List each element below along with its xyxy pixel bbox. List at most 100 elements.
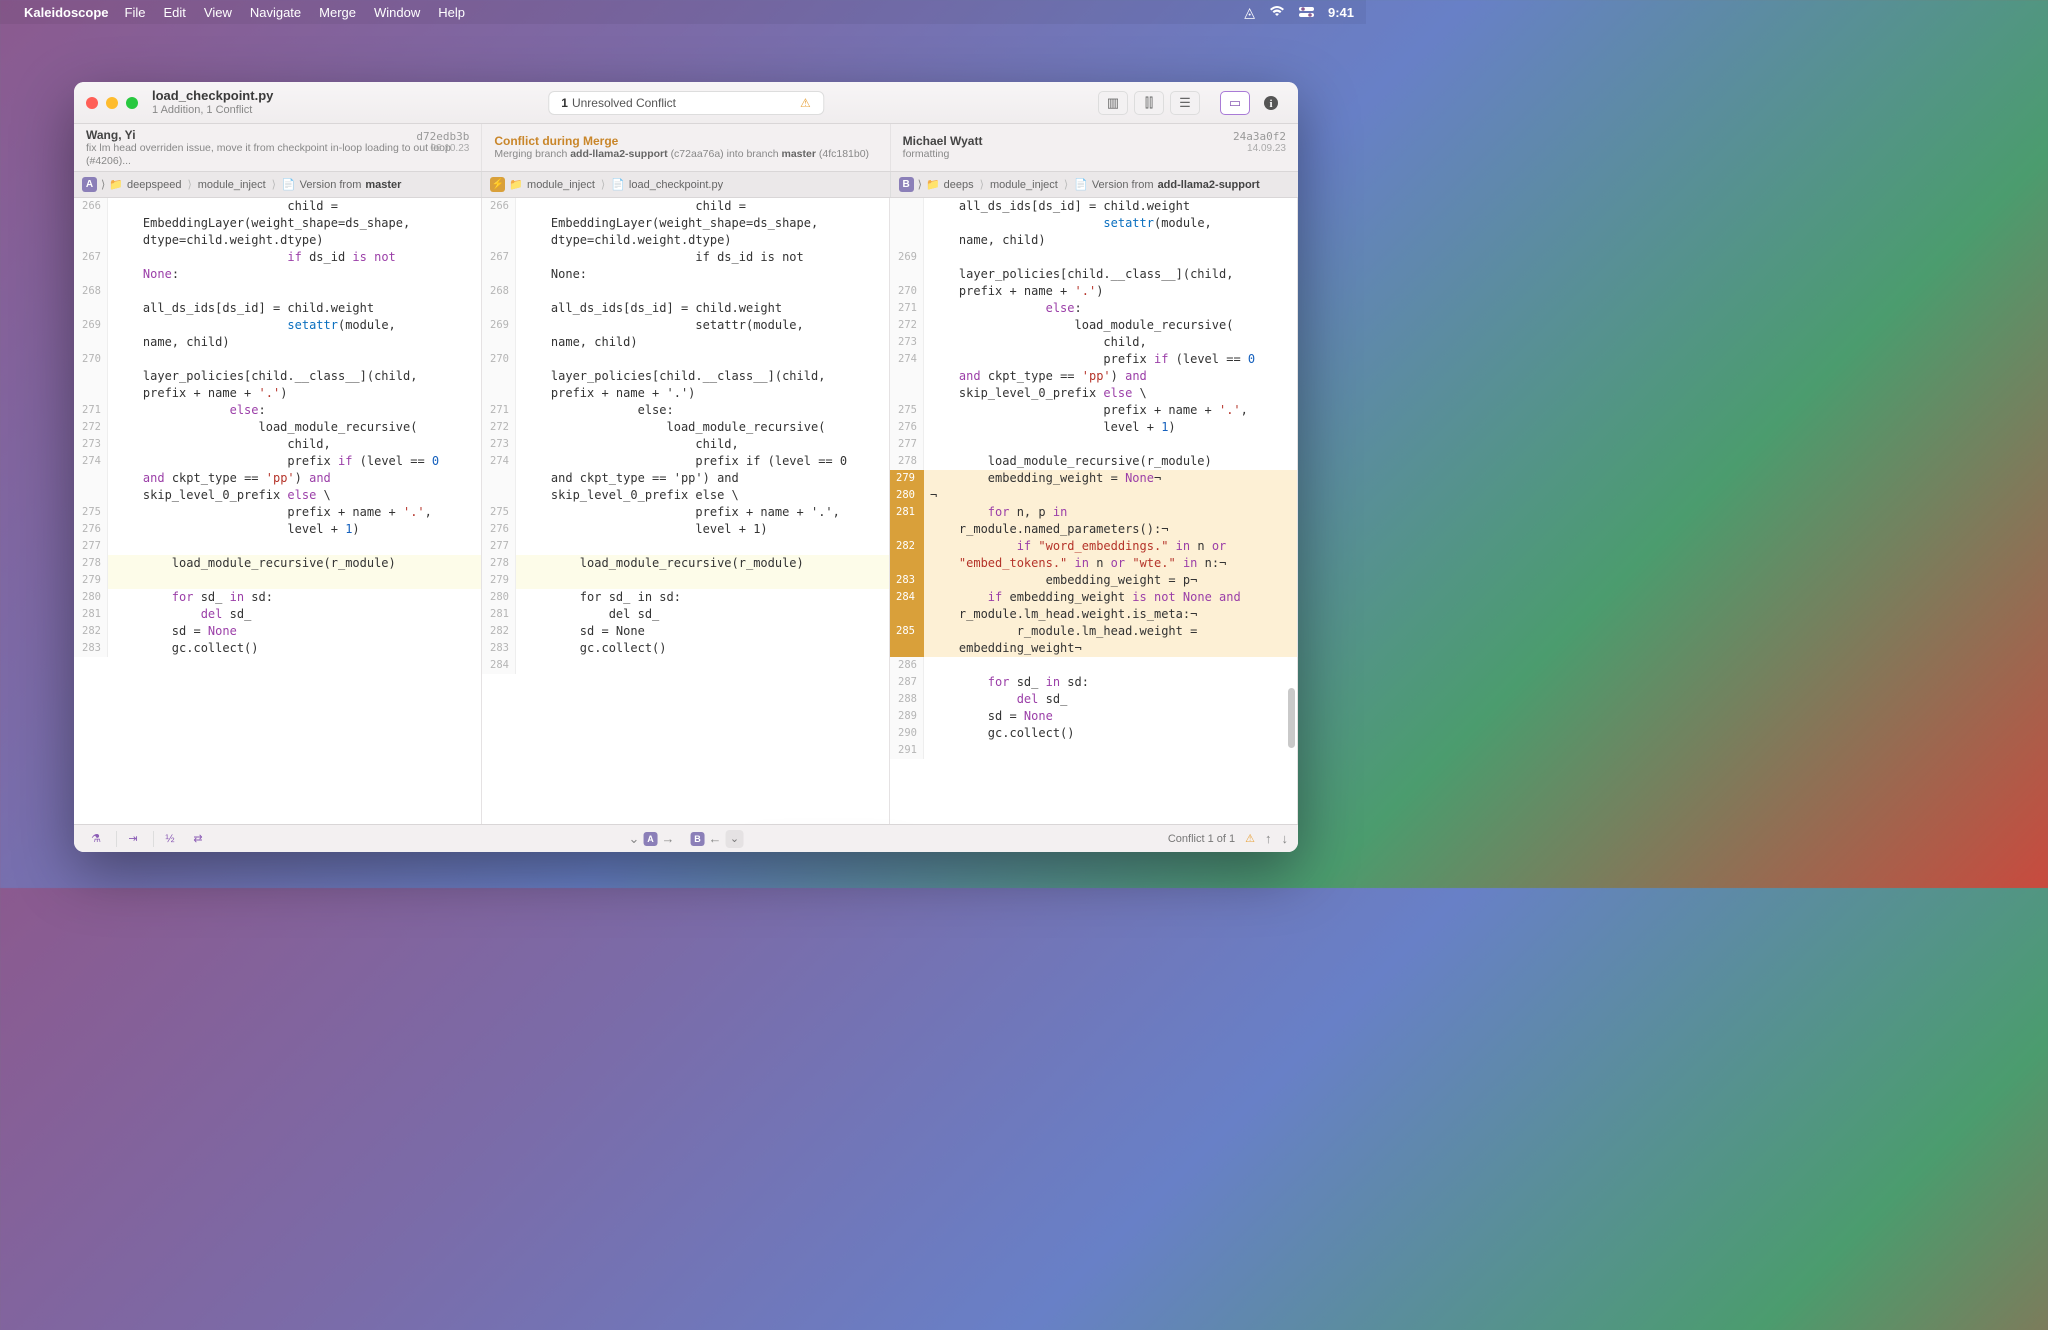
code-line[interactable]: 284 ! if embedding_weight is not None an…	[890, 589, 1297, 606]
code-line[interactable]: name, child)	[482, 334, 889, 351]
code-line[interactable]: 289 sd = None	[890, 708, 1297, 725]
code-line[interactable]: 280 !¬	[890, 487, 1297, 504]
code-line[interactable]: 277	[482, 538, 889, 555]
control-center-icon[interactable]	[1299, 4, 1314, 20]
code-line[interactable]: 288 del sd_	[890, 691, 1297, 708]
code-line[interactable]: 278 load_module_recursive(r_module)	[482, 555, 889, 572]
code-line[interactable]: 274 prefix if (level == 0	[482, 453, 889, 470]
code-line[interactable]: 266 child =	[74, 198, 481, 215]
code-line[interactable]: 290 gc.collect()	[890, 725, 1297, 742]
view-mode-3-button[interactable]: ☰	[1170, 91, 1200, 115]
view-mode-1-button[interactable]: ▥	[1098, 91, 1128, 115]
code-line[interactable]: 281 ! for n, p in	[890, 504, 1297, 521]
code-line[interactable]: 273 child,	[74, 436, 481, 453]
code-line[interactable]: 271 else:	[74, 402, 481, 419]
menu-edit[interactable]: Edit	[163, 5, 185, 20]
scrollbar[interactable]	[1288, 688, 1295, 748]
code-line[interactable]: None:	[74, 266, 481, 283]
code-line[interactable]: embedding_weight¬	[890, 640, 1297, 657]
code-line[interactable]: 280 for sd_ in sd:	[482, 589, 889, 606]
code-line[interactable]: 270 prefix + name + '.')	[890, 283, 1297, 300]
code-line[interactable]: 279 ! embedding_weight = None¬	[890, 470, 1297, 487]
code-line[interactable]: "embed_tokens." in n or "wte." in n:¬	[890, 555, 1297, 572]
code-line[interactable]: 282 ! if "word_embeddings." in n or	[890, 538, 1297, 555]
code-line[interactable]: 271 else:	[482, 402, 889, 419]
code-line[interactable]: r_module.named_parameters():¬	[890, 521, 1297, 538]
code-line[interactable]: layer_policies[child.__class__](child,	[74, 368, 481, 385]
chevron-down-icon[interactable]: ⌄	[629, 831, 640, 847]
menubar-clock[interactable]: 9:41	[1328, 5, 1354, 20]
code-line[interactable]: 270	[74, 351, 481, 368]
code-line[interactable]: all_ds_ids[ds_id] = child.weight	[74, 300, 481, 317]
sidebar-toggle-button[interactable]: ▭	[1220, 91, 1250, 115]
code-line[interactable]: 278 load_module_recursive(r_module)	[74, 555, 481, 572]
code-line[interactable]: all_ds_ids[ds_id] = child.weight	[890, 198, 1297, 215]
path-left[interactable]: A ⟩ 📁 deepspeed ⟩ module_inject ⟩ 📄 Vers…	[74, 172, 482, 197]
pane-left[interactable]: 266 child = EmbeddingLayer(weight_shape=…	[74, 198, 482, 824]
code-line[interactable]: name, child)	[890, 232, 1297, 249]
code-line[interactable]: and ckpt_type == 'pp') and	[482, 470, 889, 487]
up-arrow-button[interactable]: ↑	[1265, 831, 1272, 846]
down-arrow-button[interactable]: ↓	[1282, 831, 1289, 846]
code-line[interactable]: 273 child,	[482, 436, 889, 453]
app-name[interactable]: Kaleidoscope	[24, 5, 109, 20]
view-mode-2-button[interactable]: ⫿⫿	[1134, 91, 1164, 115]
arrow-right-icon[interactable]: →	[661, 831, 674, 846]
footer-btn-3[interactable]: ½	[158, 829, 182, 849]
code-line[interactable]: 274 prefix if (level == 0	[74, 453, 481, 470]
footer-btn-4[interactable]: ⇄	[186, 829, 210, 849]
code-line[interactable]: 276 level + 1)	[482, 521, 889, 538]
code-line[interactable]: and ckpt_type == 'pp') and	[890, 368, 1297, 385]
code-line[interactable]: skip_level_0_prefix else \	[482, 487, 889, 504]
code-line[interactable]: 279	[482, 572, 889, 589]
code-line[interactable]: 276 level + 1)	[890, 419, 1297, 436]
code-line[interactable]: 270	[482, 351, 889, 368]
menu-view[interactable]: View	[204, 5, 232, 20]
code-line[interactable]: setattr(module,	[890, 215, 1297, 232]
code-line[interactable]: 274 prefix if (level == 0	[890, 351, 1297, 368]
arrow-left-icon[interactable]: ←	[708, 831, 721, 846]
path-right[interactable]: B ⟩ 📁 deeps ⟩ module_inject ⟩ 📄 Version …	[891, 172, 1298, 197]
footer-btn-2[interactable]: ⇥	[121, 829, 145, 849]
code-line[interactable]: 275 prefix + name + '.',	[74, 504, 481, 521]
code-line[interactable]: 276 level + 1)	[74, 521, 481, 538]
code-line[interactable]: prefix + name + '.')	[482, 385, 889, 402]
code-line[interactable]: 272 load_module_recursive(	[482, 419, 889, 436]
code-line[interactable]: layer_policies[child.__class__](child,	[482, 368, 889, 385]
code-line[interactable]: 267 if ds_id is not	[74, 249, 481, 266]
code-line[interactable]: 283 gc.collect()	[74, 640, 481, 657]
code-line[interactable]: 283 ! embedding_weight = p¬	[890, 572, 1297, 589]
code-line[interactable]: 275 prefix + name + '.',	[890, 402, 1297, 419]
code-line[interactable]: 278 load_module_recursive(r_module)	[890, 453, 1297, 470]
code-line[interactable]: and ckpt_type == 'pp') and	[74, 470, 481, 487]
code-line[interactable]: 272 load_module_recursive(	[74, 419, 481, 436]
zoom-button[interactable]	[126, 97, 138, 109]
conflict-pill[interactable]: 1 Unresolved Conflict ⚠	[548, 91, 824, 115]
menu-merge[interactable]: Merge	[319, 5, 356, 20]
code-line[interactable]: name, child)	[74, 334, 481, 351]
code-line[interactable]: EmbeddingLayer(weight_shape=ds_shape,	[74, 215, 481, 232]
code-line[interactable]: 287 for sd_ in sd:	[890, 674, 1297, 691]
code-line[interactable]: prefix + name + '.')	[74, 385, 481, 402]
code-line[interactable]: 283 gc.collect()	[482, 640, 889, 657]
code-line[interactable]: skip_level_0_prefix else \	[890, 385, 1297, 402]
code-line[interactable]: 286	[890, 657, 1297, 674]
menu-navigate[interactable]: Navigate	[250, 5, 301, 20]
code-line[interactable]: 272 load_module_recursive(	[890, 317, 1297, 334]
pane-mid[interactable]: 266 child = EmbeddingLayer(weight_shape=…	[482, 198, 890, 824]
code-line[interactable]: 268	[482, 283, 889, 300]
code-line[interactable]: 281 del sd_	[482, 606, 889, 623]
code-line[interactable]: EmbeddingLayer(weight_shape=ds_shape,	[482, 215, 889, 232]
code-line[interactable]: 285 ! r_module.lm_head.weight =	[890, 623, 1297, 640]
code-line[interactable]: 284	[482, 657, 889, 674]
code-line[interactable]: 268	[74, 283, 481, 300]
info-button[interactable]: i	[1256, 91, 1286, 115]
code-line[interactable]: all_ds_ids[ds_id] = child.weight	[482, 300, 889, 317]
minimize-button[interactable]	[106, 97, 118, 109]
code-line[interactable]: 271 else:	[890, 300, 1297, 317]
code-line[interactable]: 269 setattr(module,	[74, 317, 481, 334]
code-line[interactable]: 269	[890, 249, 1297, 266]
code-line[interactable]: r_module.lm_head.weight.is_meta:¬	[890, 606, 1297, 623]
status-icon[interactable]: ◬	[1244, 4, 1255, 21]
code-line[interactable]: dtype=child.weight.dtype)	[482, 232, 889, 249]
